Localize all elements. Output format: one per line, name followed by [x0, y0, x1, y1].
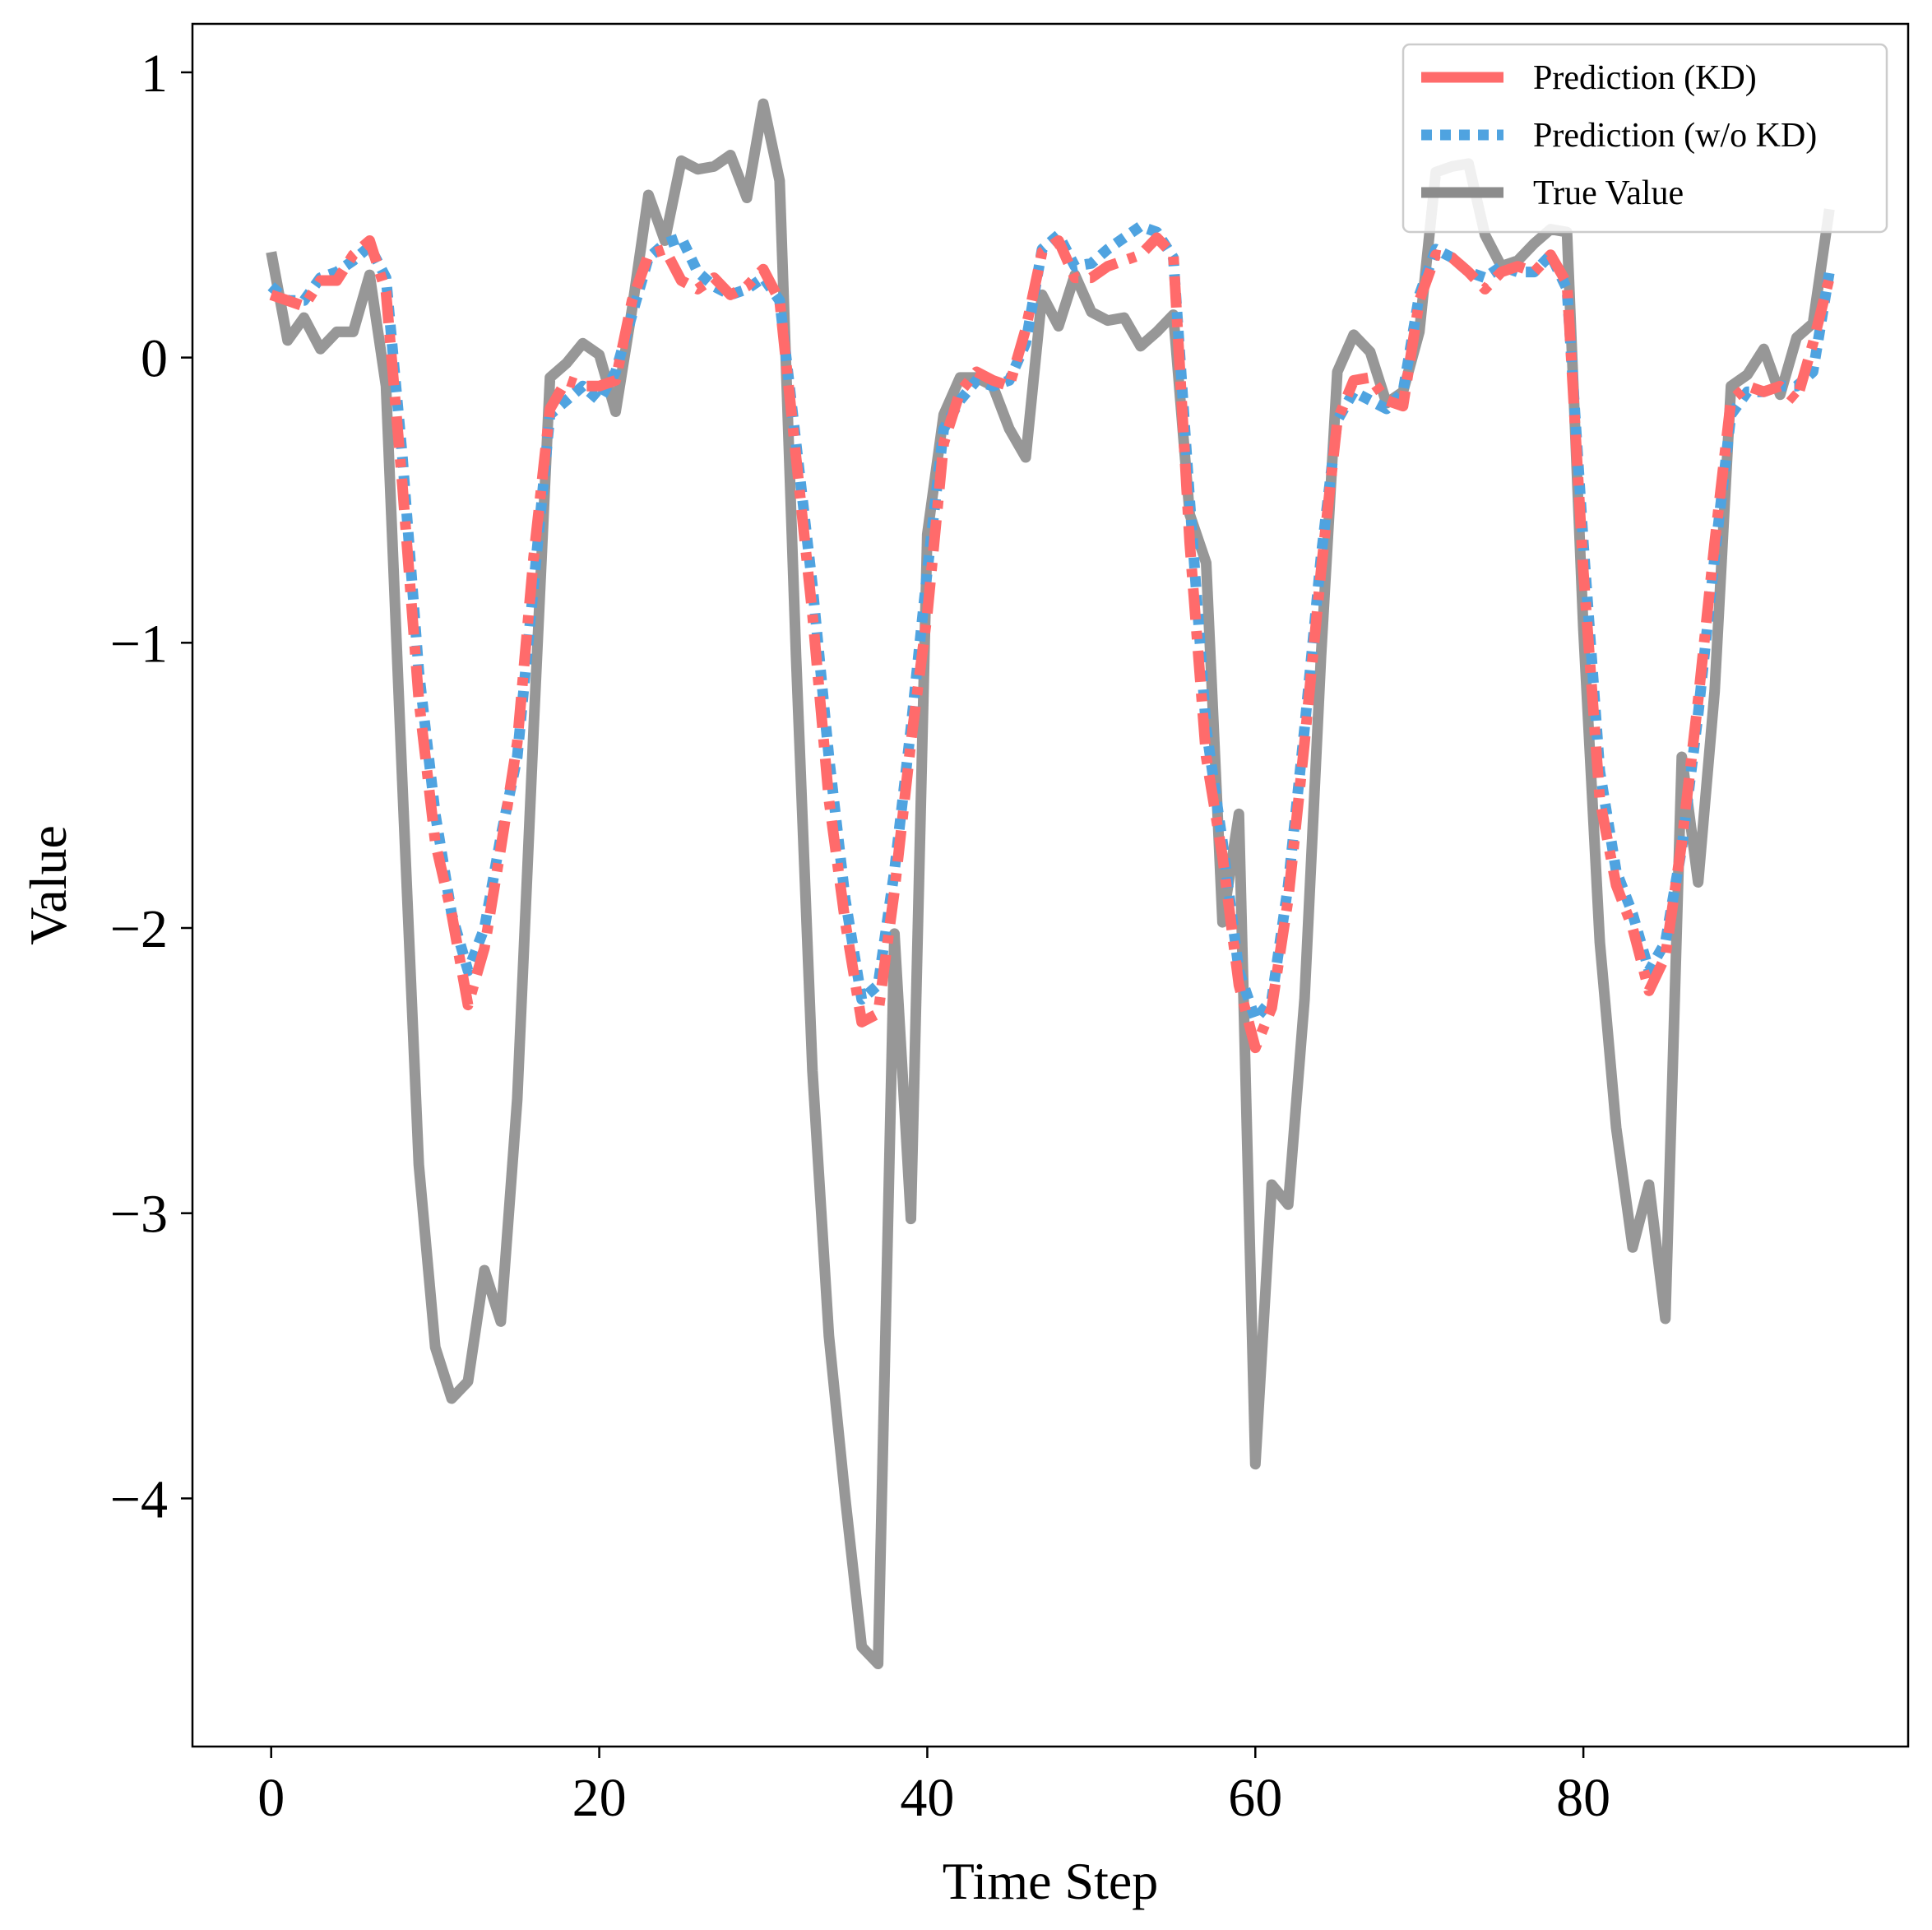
series-layer	[266, 98, 1835, 1669]
y-tick-label: −1	[110, 614, 168, 674]
x-axis: 0 20 40 60 80	[257, 1747, 1610, 1828]
y-tick-label: −3	[110, 1185, 168, 1245]
legend: Prediction (KD) Prediction (w/o KD) True…	[1402, 43, 1888, 234]
y-tick-label: −2	[110, 899, 168, 959]
legend-label-wo-kd: Prediction (w/o KD)	[1533, 117, 1817, 155]
series-line-wo-kd	[267, 220, 1835, 1025]
y-tick-label: 1	[141, 44, 168, 104]
plot-frame	[191, 22, 1910, 1748]
x-tick-label: 80	[1556, 1768, 1610, 1828]
series-line-kd	[269, 232, 1835, 1054]
x-tick-label: 40	[900, 1768, 954, 1828]
y-tick-label: −4	[110, 1469, 168, 1529]
y-axis-label: Value	[19, 825, 77, 945]
x-tick-label: 60	[1228, 1768, 1282, 1828]
x-tick-label: 0	[257, 1768, 285, 1828]
y-axis: 1 0 −1 −2 −3 −4	[110, 44, 192, 1529]
x-tick-label: 20	[572, 1768, 627, 1828]
x-axis-label: Time Step	[943, 1852, 1159, 1910]
legend-label-true: True Value	[1533, 174, 1684, 212]
y-tick-label: 0	[141, 329, 168, 389]
legend-box	[1402, 43, 1888, 234]
legend-label-kd: Prediction (KD)	[1533, 59, 1757, 97]
plot-background	[192, 24, 1908, 1747]
